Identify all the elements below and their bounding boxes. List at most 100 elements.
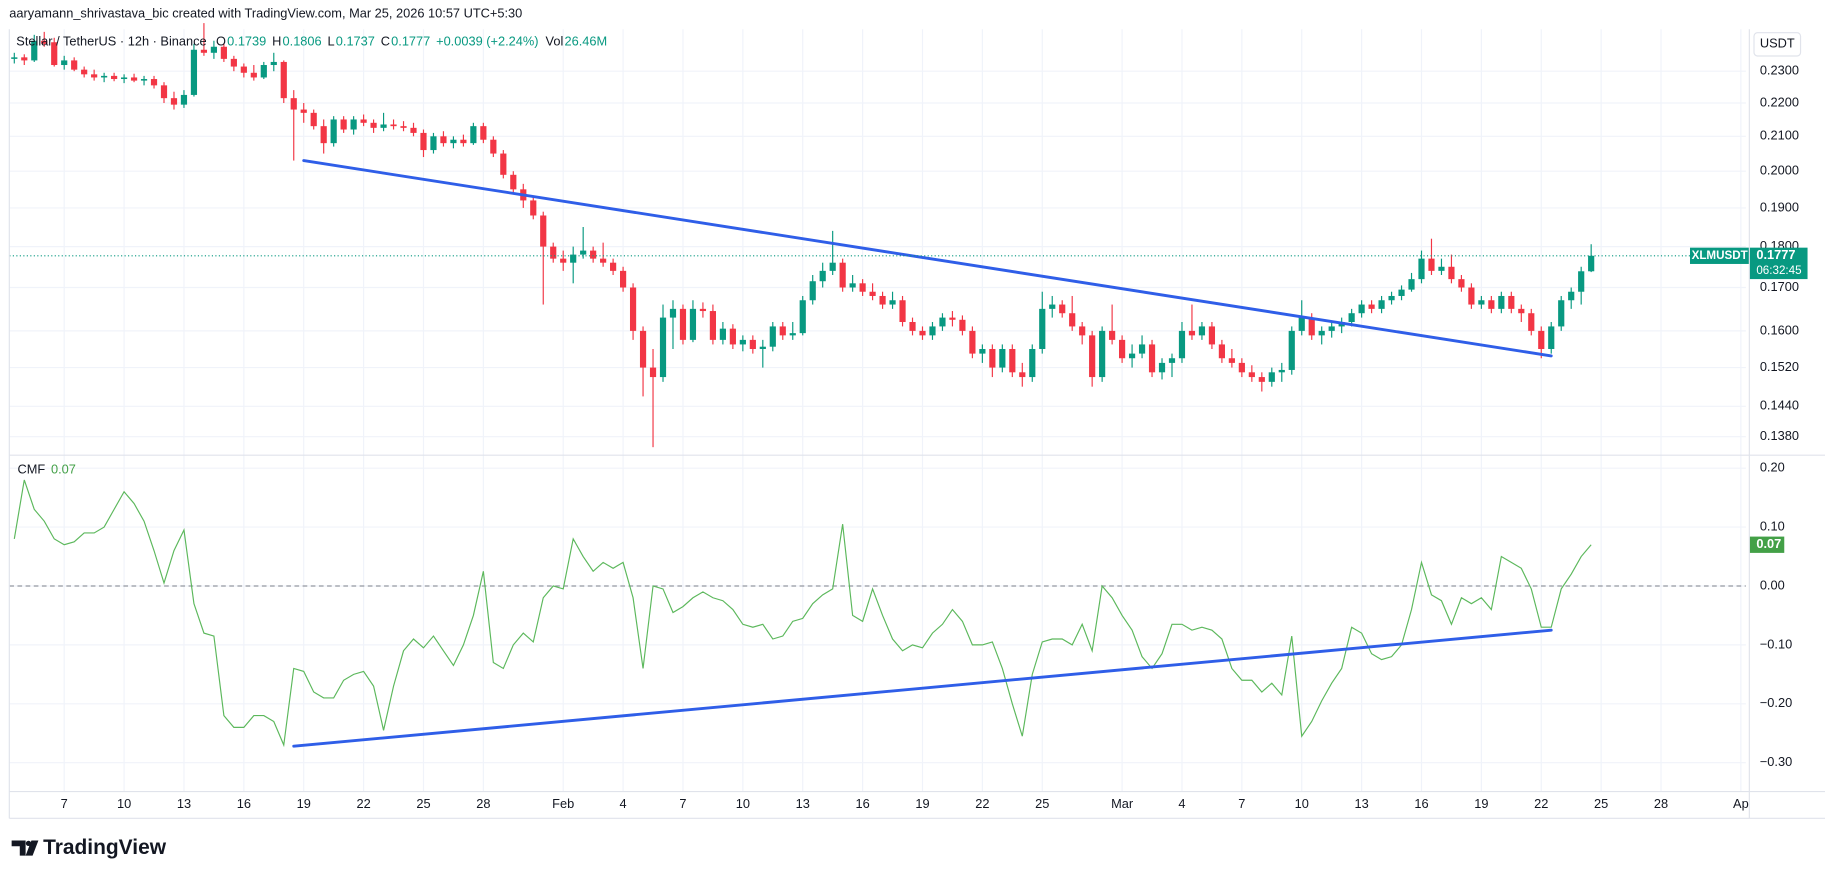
- candle-body: [430, 136, 437, 151]
- y-tick-label: 0.00: [1760, 577, 1785, 592]
- candle-body: [540, 215, 547, 247]
- candle-body: [1089, 335, 1096, 378]
- candle-body: [71, 60, 78, 70]
- candle-body: [989, 349, 996, 368]
- currency-box[interactable]: [1753, 32, 1802, 57]
- candle-body: [1568, 291, 1575, 301]
- candle-body: [1438, 266, 1445, 271]
- candle-body: [560, 258, 567, 263]
- y-tick-label: 0.1520: [1760, 359, 1799, 374]
- y-tick-label: 0.2000: [1760, 163, 1799, 178]
- x-tick-label: 22: [975, 796, 989, 811]
- candle-body: [879, 295, 886, 305]
- logo-icon: [11, 840, 39, 856]
- candle-body: [1418, 258, 1425, 280]
- candle-body: [969, 330, 976, 354]
- y-tick-label: 0.2200: [1760, 94, 1799, 109]
- y-tick-label: 0.1440: [1760, 398, 1799, 413]
- candle-body: [390, 124, 397, 127]
- price-badge-value: 0.1777: [1756, 247, 1795, 262]
- candle-body: [899, 300, 906, 322]
- candle-body: [729, 328, 736, 345]
- x-tick-label: 19: [297, 796, 311, 811]
- candle-body: [1508, 295, 1515, 309]
- symbol-title: Stellar / TetherUS · 12h · Binance: [16, 33, 206, 48]
- candle-body: [1218, 344, 1225, 359]
- candle-body: [1168, 358, 1176, 363]
- candle-body: [1228, 358, 1235, 363]
- candle-body: [440, 136, 447, 144]
- candle-body: [1558, 300, 1565, 327]
- candle-body: [869, 291, 876, 296]
- candle-body: [91, 74, 98, 78]
- candle-body: [610, 262, 617, 271]
- candle-body: [939, 317, 946, 327]
- x-tick-label: 16: [855, 796, 869, 811]
- candle-body: [410, 127, 417, 133]
- y-tick-label: 0.1600: [1760, 322, 1799, 337]
- candle-body: [290, 98, 297, 110]
- candle-body: [1288, 330, 1295, 370]
- candle-body: [300, 109, 307, 113]
- candle-body: [929, 326, 936, 336]
- candle-body: [1318, 330, 1325, 336]
- candle-body: [1059, 304, 1066, 314]
- x-tick-label: Feb: [552, 796, 574, 811]
- candle-body: [1178, 330, 1186, 359]
- y-tick-label: 0.1900: [1760, 199, 1799, 214]
- candle-body: [839, 262, 846, 288]
- candle-body: [1358, 304, 1365, 314]
- candle-body: [41, 40, 48, 44]
- label-layer: 0.23000.22000.21000.20000.19000.18000.17…: [16, 33, 1808, 811]
- candle-body: [959, 319, 966, 331]
- candle-body: [120, 77, 128, 80]
- candle-body: [1488, 300, 1495, 309]
- candle-body: [1548, 326, 1555, 350]
- candle-body: [1428, 258, 1435, 271]
- candle-body: [111, 75, 118, 80]
- volume-value: 26.46M: [564, 33, 607, 48]
- candle-body: [1448, 266, 1455, 280]
- indicator-name: CMF: [17, 462, 45, 477]
- x-tick-label: 28: [1654, 796, 1668, 811]
- x-tick-label: 19: [1474, 796, 1488, 811]
- ohlc-value: 0.1737: [336, 33, 375, 48]
- candle-body: [1188, 330, 1196, 336]
- candle-body: [200, 49, 208, 53]
- candle-body: [380, 124, 387, 128]
- candle-body: [1039, 308, 1046, 350]
- credit-text: aaryamann_shrivastava_bic created with T…: [9, 5, 522, 20]
- candle-body: [799, 300, 806, 334]
- candle-body: [1308, 317, 1315, 336]
- candle-body: [21, 57, 28, 61]
- candle-body: [679, 308, 687, 340]
- candle-body: [190, 49, 198, 95]
- candle-body: [600, 258, 607, 263]
- candle-body: [819, 270, 826, 282]
- candle-body: [140, 79, 148, 81]
- candle-body: [909, 321, 916, 331]
- currency-label[interactable]: USDT: [1760, 36, 1795, 51]
- candle-body: [709, 311, 717, 340]
- candle-body: [779, 326, 786, 336]
- x-tick-label: 7: [61, 796, 68, 811]
- candle-body: [739, 339, 746, 345]
- candle-body: [1049, 304, 1056, 309]
- x-tick-label: 25: [1035, 796, 1049, 811]
- candle-body: [180, 94, 188, 105]
- candle-body: [889, 300, 896, 305]
- candle-body: [1398, 289, 1405, 296]
- ticker-badge: [1689, 247, 1750, 264]
- y-tick-label: 0.1700: [1760, 279, 1799, 294]
- logo-dot: [25, 840, 32, 847]
- candle-body: [1408, 279, 1415, 290]
- x-tick-label: 13: [1355, 796, 1369, 811]
- x-tick-label: 10: [1295, 796, 1309, 811]
- candle-body: [1158, 362, 1166, 373]
- candle-body: [689, 308, 697, 340]
- candle-body: [669, 308, 677, 318]
- ticker-label: XLMUSDT: [1692, 249, 1748, 262]
- y-tick-label: −0.30: [1760, 754, 1792, 769]
- candle-body: [270, 61, 277, 66]
